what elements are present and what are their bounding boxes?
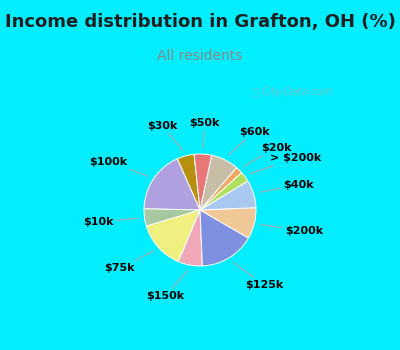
Text: ⓘ City-Data.com: ⓘ City-Data.com bbox=[253, 87, 332, 97]
Wedge shape bbox=[177, 154, 200, 210]
Text: $30k: $30k bbox=[147, 121, 183, 150]
Text: All residents: All residents bbox=[157, 49, 243, 63]
Wedge shape bbox=[200, 173, 248, 210]
Text: $20k: $20k bbox=[244, 142, 292, 166]
Text: $200k: $200k bbox=[260, 225, 323, 236]
Text: $100k: $100k bbox=[89, 157, 148, 176]
Wedge shape bbox=[200, 155, 236, 210]
Wedge shape bbox=[200, 208, 256, 238]
Wedge shape bbox=[200, 210, 248, 266]
Text: $60k: $60k bbox=[228, 127, 270, 155]
Wedge shape bbox=[146, 210, 200, 261]
Wedge shape bbox=[200, 181, 256, 210]
Text: $75k: $75k bbox=[104, 251, 154, 273]
Text: $40k: $40k bbox=[260, 180, 314, 192]
Bar bbox=[86, 92, 310, 316]
Wedge shape bbox=[144, 209, 200, 226]
Text: Income distribution in Grafton, OH (%): Income distribution in Grafton, OH (%) bbox=[4, 13, 396, 30]
Wedge shape bbox=[194, 154, 212, 210]
Text: $10k: $10k bbox=[83, 217, 138, 227]
Wedge shape bbox=[200, 168, 242, 210]
Wedge shape bbox=[178, 210, 202, 266]
Text: $50k: $50k bbox=[189, 118, 220, 148]
Text: > $200k: > $200k bbox=[250, 153, 321, 174]
Wedge shape bbox=[144, 159, 200, 210]
Text: $150k: $150k bbox=[146, 271, 188, 301]
Text: $125k: $125k bbox=[233, 262, 284, 290]
